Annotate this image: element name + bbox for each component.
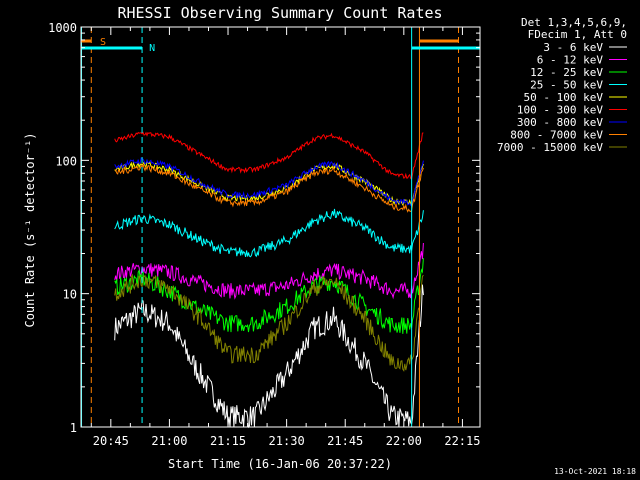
series-line-0 — [114, 284, 424, 429]
series-line-6 — [114, 157, 424, 207]
legend-label-7: 800 - 7000 keV — [510, 129, 603, 142]
orange-marker-label: S — [100, 37, 106, 48]
y-tick-label-0: 1 — [70, 421, 77, 435]
x-tick-label-3: 21:30 — [269, 434, 305, 448]
series-line-5 — [114, 131, 424, 181]
x-tick-label-2: 21:15 — [210, 434, 246, 448]
series-layer — [114, 131, 424, 429]
series-line-2 — [114, 258, 424, 334]
y-axis-label: Count Rate (s⁻¹ detector⁻¹) — [23, 132, 37, 327]
y-tick-label-1: 10 — [63, 288, 77, 302]
legend-label-2: 12 - 25 keV — [530, 66, 603, 79]
x-tick-label-0: 20:45 — [93, 434, 129, 448]
axis-layer: 1 10 100 1000 20:45 21:00 21:15 21:30 21:45 22:00… — [48, 21, 480, 448]
chart-title: RHESSI Observing Summary Count Rates — [117, 4, 442, 22]
legend-label-1: 6 - 12 keV — [537, 54, 604, 67]
cyan-marker-label: N — [149, 43, 155, 54]
series-line-3 — [114, 208, 424, 258]
y-tick-label-2: 100 — [55, 154, 77, 168]
series-line-8 — [114, 273, 424, 372]
legend-label-3: 25 - 50 keV — [530, 79, 603, 92]
legend-label-8: 7000 - 15000 keV — [497, 141, 603, 154]
x-tick-label-5: 22:00 — [386, 434, 422, 448]
legend-label-6: 300 - 800 keV — [517, 116, 603, 129]
legend-label-0: 3 - 6 keV — [543, 41, 603, 54]
series-line-7 — [114, 162, 424, 213]
legend-label-5: 100 - 300 keV — [517, 104, 603, 117]
legend-label-4: 50 - 100 keV — [524, 91, 604, 104]
x-axis-label: Start Time (16-Jan-06 20:37:22) — [168, 457, 392, 471]
x-tick-label-4: 21:45 — [327, 434, 363, 448]
timestamp: 13-Oct-2021 18:18 — [554, 467, 636, 476]
marker-layer: SN — [81, 27, 480, 427]
legend-header-line-2: FDecim 1, Att 0 — [528, 28, 627, 41]
x-tick-label-6: 22:15 — [444, 434, 480, 448]
legend-header-line-1: Det 1,3,4,5,6,9, — [521, 16, 627, 29]
y-tick-label-3: 1000 — [48, 21, 77, 35]
x-tick-label-1: 21:00 — [151, 434, 187, 448]
plot-frame — [80, 26, 481, 428]
series-line-1 — [114, 242, 424, 300]
